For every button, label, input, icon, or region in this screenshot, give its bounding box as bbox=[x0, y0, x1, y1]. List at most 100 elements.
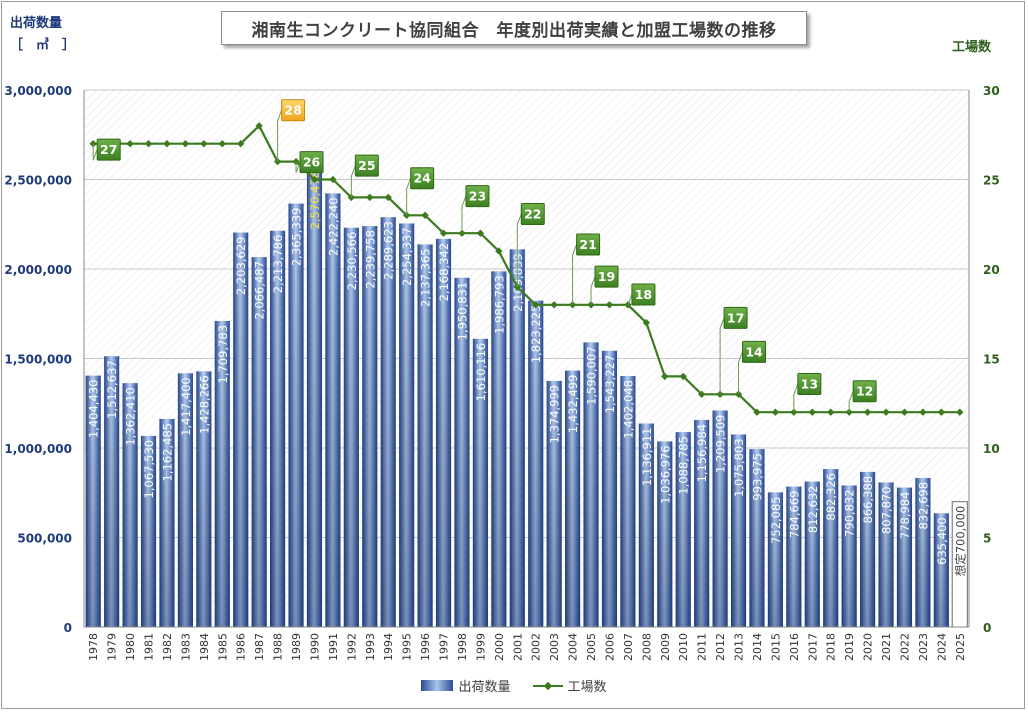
bar-data-label: 2,254,337 bbox=[400, 227, 414, 286]
bar-data-label: 2,137,365 bbox=[419, 248, 433, 307]
x-tick-label: 1993 bbox=[364, 633, 377, 661]
y-right-tick-label: 10 bbox=[983, 442, 1000, 456]
callout-box bbox=[576, 233, 601, 256]
y-left-tick-label: 1,000,000 bbox=[4, 442, 72, 456]
callout-box bbox=[465, 185, 490, 208]
legend: 出荷数量 工場数 bbox=[0, 676, 1028, 695]
line-marker bbox=[716, 390, 724, 398]
bar-shade bbox=[509, 249, 525, 628]
callout-label: 21 bbox=[579, 237, 596, 252]
x-tick-label: 1998 bbox=[456, 633, 469, 661]
x-tick-label: 1996 bbox=[419, 633, 432, 661]
bar-data-label: 1,209,509 bbox=[714, 414, 728, 473]
x-tick-label: 1987 bbox=[253, 633, 266, 661]
bar-shade bbox=[675, 432, 691, 627]
bar-data-label: 790,832 bbox=[843, 489, 857, 537]
bar-shade bbox=[214, 320, 230, 627]
bar-data-label: 1,075,803 bbox=[732, 438, 746, 497]
bar-shade bbox=[694, 419, 710, 627]
bar-shade bbox=[823, 469, 839, 627]
bar-data-label: 1,362,410 bbox=[124, 387, 138, 446]
x-tick-label: 2023 bbox=[917, 633, 930, 661]
bar-data-label: 2,066,487 bbox=[253, 261, 267, 320]
x-tick-label: 1985 bbox=[216, 633, 229, 661]
bar-data-label: 784,669 bbox=[787, 491, 801, 539]
x-tick-label: 2008 bbox=[640, 633, 653, 661]
legend-item-line: 工場数 bbox=[532, 676, 607, 695]
bar-data-label: 1,417,400 bbox=[179, 377, 193, 436]
x-tick-label: 2014 bbox=[751, 633, 764, 661]
line-marker bbox=[697, 390, 706, 398]
bar-shade bbox=[896, 487, 913, 627]
bar-shade bbox=[583, 342, 599, 627]
bar-data-label: 1,404,430 bbox=[87, 380, 101, 439]
x-tick-label: 2004 bbox=[567, 633, 580, 661]
x-tick-label: 2000 bbox=[493, 633, 506, 661]
callout-box bbox=[354, 154, 379, 177]
line-marker bbox=[808, 408, 816, 416]
bar-shade bbox=[767, 492, 783, 627]
x-tick-label: 1983 bbox=[179, 633, 192, 661]
callout-leader bbox=[295, 161, 301, 173]
callout-leader bbox=[719, 317, 725, 395]
x-tick-label: 1991 bbox=[327, 633, 340, 661]
callout-leader bbox=[848, 391, 854, 413]
callout-box bbox=[281, 99, 306, 122]
legend-bar-label: 出荷数量 bbox=[458, 680, 511, 695]
left-axis-title: 出荷数量 ［ ㎥ ］ bbox=[10, 13, 75, 57]
line-marker bbox=[734, 390, 743, 398]
line-marker bbox=[956, 408, 964, 416]
callout-leader bbox=[627, 294, 633, 306]
callout-leader bbox=[572, 244, 578, 305]
callout-box bbox=[594, 265, 619, 288]
callout-label: 17 bbox=[727, 310, 744, 325]
bar-data-label: 2,570,478 bbox=[308, 171, 322, 230]
callout-box bbox=[299, 151, 324, 174]
bar-shade bbox=[362, 226, 378, 627]
x-tick-label: 1999 bbox=[474, 633, 487, 661]
bar-data-label: 1,162,485 bbox=[160, 423, 174, 482]
bar-data-label: 778,984 bbox=[898, 492, 912, 540]
line-marker bbox=[550, 301, 558, 309]
callout-box bbox=[852, 380, 877, 403]
bar-shade bbox=[380, 217, 396, 628]
bar-data-labels: 1,404,430 1,512,637 1,362,410 1,067,530 1,16… bbox=[87, 171, 968, 576]
bar-series bbox=[85, 166, 968, 628]
bar-shade bbox=[399, 223, 415, 627]
bar-shade bbox=[233, 232, 249, 627]
y-left-tick-label: 2,500,000 bbox=[4, 174, 72, 188]
bar-shade bbox=[177, 373, 193, 627]
x-tick-label: 2009 bbox=[659, 633, 672, 661]
x-tick-label: 1978 bbox=[87, 633, 100, 661]
y-left-tick-label: 500,000 bbox=[17, 532, 72, 546]
y-right-tick-label: 20 bbox=[983, 263, 1000, 277]
bar-shade bbox=[620, 376, 636, 627]
x-tick-label: 1981 bbox=[143, 633, 156, 661]
bar-shade bbox=[104, 356, 120, 627]
legend-line-swatch bbox=[532, 680, 563, 691]
line-marker bbox=[753, 408, 761, 416]
bar-shade bbox=[435, 238, 452, 628]
x-tick-label: 2001 bbox=[511, 633, 524, 661]
x-tick-label: 1982 bbox=[161, 633, 174, 661]
bar-data-label: 2,239,758 bbox=[363, 230, 377, 289]
callout-box bbox=[742, 340, 767, 363]
callout-leader bbox=[406, 178, 412, 216]
right-axis-title: 工場数 bbox=[952, 40, 992, 55]
line-marker bbox=[255, 122, 263, 130]
x-tick-label: 2015 bbox=[769, 633, 782, 661]
line-marker bbox=[126, 140, 134, 148]
y-left-tick-label: 2,000,000 bbox=[4, 263, 72, 277]
x-tick-label: 2006 bbox=[603, 633, 616, 661]
line-marker bbox=[827, 408, 835, 416]
bar-shade bbox=[933, 513, 949, 627]
bar-data-label: 1,512,637 bbox=[105, 360, 119, 419]
bar-shade bbox=[270, 230, 286, 627]
callout-box bbox=[520, 203, 545, 226]
line-marker bbox=[421, 211, 429, 219]
callout-leader bbox=[738, 351, 743, 395]
line-marker bbox=[900, 408, 909, 416]
bar-data-label: 1,402,048 bbox=[621, 380, 635, 439]
x-tick-label: 1979 bbox=[106, 633, 119, 661]
y-left-tick-label: 0 bbox=[64, 621, 72, 635]
